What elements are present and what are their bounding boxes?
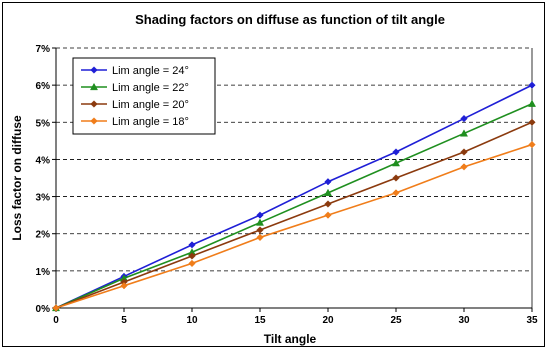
- y-tick-label: 4%: [36, 155, 51, 166]
- x-tick-label: 25: [390, 315, 402, 326]
- data-point: [392, 174, 400, 182]
- legend-entry: Lim angle = 22°: [81, 82, 189, 94]
- data-point: [255, 218, 265, 226]
- data-point: [256, 226, 264, 234]
- data-point: [188, 241, 196, 249]
- y-tick-label: 2%: [36, 230, 51, 241]
- data-point: [52, 304, 60, 312]
- data-point: [256, 211, 264, 219]
- data-point: [527, 99, 537, 107]
- y-tick-label: 3%: [36, 193, 51, 204]
- chart-frame: Shading factors on diffuse as function o…: [2, 2, 545, 347]
- legend-swatch-marker: [90, 100, 98, 108]
- data-point: [528, 140, 536, 149]
- chart-svg: Shading factors on diffuse as function o…: [10, 12, 538, 346]
- legend-entry: Lim angle = 18°: [81, 116, 189, 128]
- data-point: [324, 211, 332, 219]
- x-tick-label: 5: [121, 315, 127, 326]
- series-3: [52, 118, 536, 312]
- legend-entry: Lim angle = 24°: [81, 65, 189, 77]
- x-tick-label: 20: [322, 315, 334, 326]
- legend-entry: Lim angle = 20°: [81, 99, 189, 111]
- data-point: [460, 114, 468, 123]
- data-point: [324, 178, 332, 186]
- chart-title: Shading factors on diffuse as function o…: [135, 12, 445, 27]
- x-tick-label: 35: [526, 315, 538, 326]
- x-tick-label: 10: [186, 315, 198, 326]
- data-point: [392, 148, 400, 156]
- series-layer: [51, 81, 537, 312]
- data-point: [460, 163, 468, 171]
- y-tick-label: 5%: [36, 118, 51, 129]
- data-point: [460, 148, 468, 156]
- data-point: [528, 118, 536, 126]
- x-axis-label: Tilt angle: [264, 332, 317, 346]
- legend-label: Lim angle = 18°: [112, 116, 189, 128]
- series-line: [55, 143, 533, 309]
- data-point: [392, 189, 400, 197]
- data-point: [323, 188, 333, 196]
- legend-label: Lim angle = 20°: [112, 99, 189, 111]
- data-point: [324, 200, 332, 208]
- x-tick-label: 0: [53, 315, 59, 326]
- series-line: [55, 84, 533, 309]
- data-point: [528, 81, 536, 89]
- y-tick-label: 0%: [36, 304, 51, 315]
- legend-swatch-marker: [90, 66, 98, 74]
- series-line: [55, 102, 533, 309]
- legend-swatch-marker: [89, 82, 99, 91]
- data-point: [120, 282, 128, 290]
- y-tick-label: 7%: [36, 44, 51, 55]
- series-2: [51, 99, 537, 312]
- grid-layer: [56, 47, 532, 272]
- y-tick-label: 1%: [36, 267, 51, 278]
- data-point: [391, 159, 401, 167]
- y-axis-label: Loss factor on diffuse: [10, 115, 24, 241]
- series-4: [52, 140, 536, 312]
- legend-label: Lim angle = 22°: [112, 82, 189, 94]
- data-point: [188, 252, 196, 260]
- data-point: [256, 233, 264, 242]
- data-point: [459, 129, 469, 137]
- legend-label: Lim angle = 24°: [112, 65, 189, 77]
- axes-layer: 0% 1% 2% 3% 4% 5% 6% 7% 0 5 10 15 20 25 30 35: [36, 44, 538, 326]
- series-line: [55, 121, 533, 309]
- x-tick-label: 15: [254, 315, 266, 326]
- y-tick-label: 6%: [36, 81, 51, 92]
- legend: Lim angle = 24° Lim angle = 22° Lim angle …: [72, 57, 216, 135]
- legend-swatch-marker: [90, 117, 98, 125]
- x-tick-label: 30: [458, 315, 470, 326]
- data-point: [188, 259, 196, 268]
